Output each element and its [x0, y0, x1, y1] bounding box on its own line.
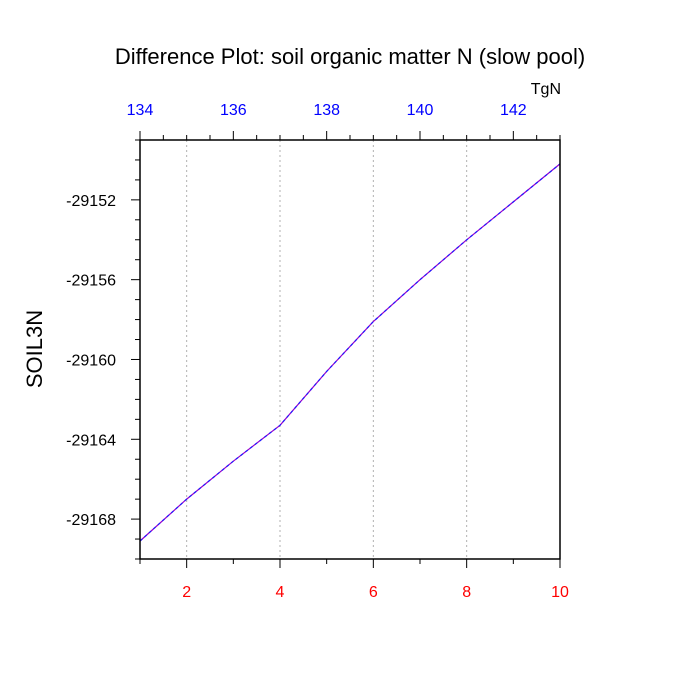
y-tick-label: -29168: [66, 512, 116, 529]
y-tick-label: -29160: [66, 352, 116, 369]
top-tick-label: 136: [220, 102, 247, 119]
y-tick-label: -29152: [66, 193, 116, 210]
top-axis-unit: TgN: [531, 81, 561, 98]
x-tick-label: 8: [462, 584, 471, 601]
x-tick-label: 4: [276, 584, 285, 601]
data-series: [139, 163, 561, 542]
major-ticks: [131, 131, 561, 568]
top-tick-label: 140: [407, 102, 434, 119]
top-tick-label: 134: [127, 102, 154, 119]
x-tick-label: 6: [369, 584, 378, 601]
plot-frame: [139, 139, 561, 560]
y-axis-label: SOIL3N: [22, 310, 47, 388]
top-tick-label: 142: [500, 102, 527, 119]
y-tick-label: -29164: [66, 432, 116, 449]
x-tick-label: 10: [551, 584, 569, 601]
x-tick-label: 2: [182, 584, 191, 601]
minor-ticks: [135, 135, 561, 564]
chart-title: Difference Plot: soil organic matter N (…: [115, 44, 585, 69]
tick-labels: 2 4 6 8 10 134 136 138 140 142 -29152 -29156 -29160 -…: [66, 102, 569, 601]
series-line: [139, 163, 561, 542]
y-tick-label: -29156: [66, 273, 116, 290]
grid-lines: [186, 140, 468, 559]
series-line-dash: [139, 163, 561, 542]
top-tick-label: 138: [313, 102, 340, 119]
